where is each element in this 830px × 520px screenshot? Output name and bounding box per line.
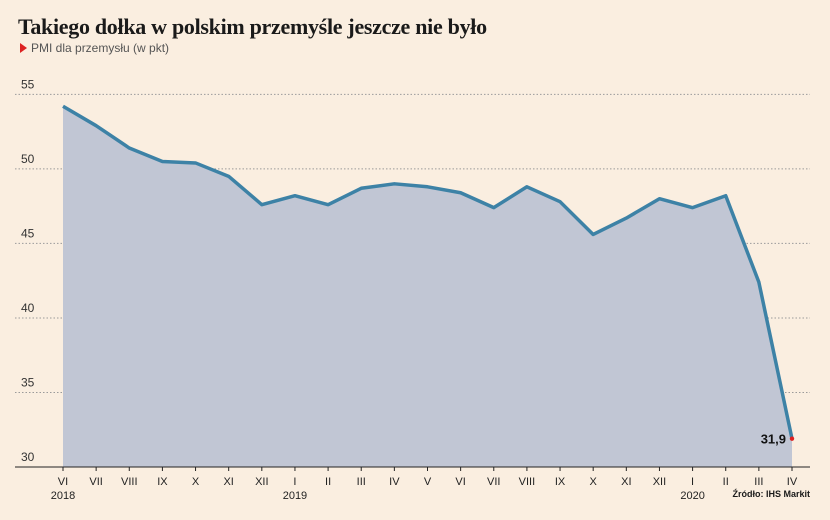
x-tick-label-11: V: [424, 476, 432, 488]
x-tick-label-15: IX: [555, 476, 566, 488]
x-tick-label-10: IV: [389, 476, 400, 488]
x-tick-label-2: VIII: [121, 476, 138, 488]
x-tick-label-22: IV: [787, 476, 798, 488]
x-tick-label-8: II: [325, 476, 331, 488]
y-tick-label-45: 45: [21, 226, 35, 240]
y-tick-label-40: 40: [21, 301, 35, 315]
x-tick-label-21: III: [754, 476, 763, 488]
pmi-line: [62, 104, 794, 440]
y-axis-labels: 30 35 40 45 50 55: [21, 77, 35, 464]
x-tick-label-12: VI: [455, 476, 465, 488]
x-tick-label-19: I: [691, 476, 694, 488]
year-label-2018: 2018: [51, 490, 75, 502]
red-triangle-icon: [20, 43, 27, 53]
x-tick-label-5: XI: [223, 476, 233, 488]
x-tick-label-3: IX: [157, 476, 168, 488]
x-axis-labels: VI VII VIII IX X XI XII I II III IV V VI VII VIII IX X XI…: [58, 467, 798, 488]
last-value-label: 31,9: [761, 432, 786, 447]
x-tick-label-1: VII: [89, 476, 102, 488]
chart-title: Takiego dołka w polskim przemyśle jeszcz…: [18, 14, 487, 39]
x-tick-label-4: X: [192, 476, 200, 488]
x-tick-label-9: III: [357, 476, 366, 488]
x-tick-label-14: VIII: [519, 476, 536, 488]
source-note: Źródło: IHS Markit: [732, 489, 810, 499]
year-label-2019: 2019: [283, 490, 307, 502]
y-tick-label-30: 30: [21, 450, 35, 464]
x-tick-label-18: XII: [653, 476, 666, 488]
x-tick-label-6: XII: [255, 476, 268, 488]
x-tick-label-13: VII: [487, 476, 500, 488]
y-tick-label-50: 50: [21, 152, 35, 166]
year-label-2020: 2020: [680, 490, 704, 502]
chart-subtitle: PMI dla przemysłu (w pkt): [20, 41, 169, 55]
x-tick-label-0: VI: [58, 476, 68, 488]
area-fill: [63, 106, 792, 468]
y-tick-label-55: 55: [21, 77, 35, 91]
annotations: 31,9: [761, 432, 795, 447]
year-labels: 2018 2019 2020: [51, 490, 705, 502]
last-point-marker: [789, 436, 795, 441]
y-tick-label-35: 35: [21, 375, 35, 389]
x-tick-label-16: X: [590, 476, 598, 488]
x-tick-label-20: II: [723, 476, 729, 488]
x-tick-label-17: XI: [621, 476, 631, 488]
subtitle-text: PMI dla przemysłu (w pkt): [31, 41, 170, 55]
x-tick-label-7: I: [293, 476, 296, 488]
